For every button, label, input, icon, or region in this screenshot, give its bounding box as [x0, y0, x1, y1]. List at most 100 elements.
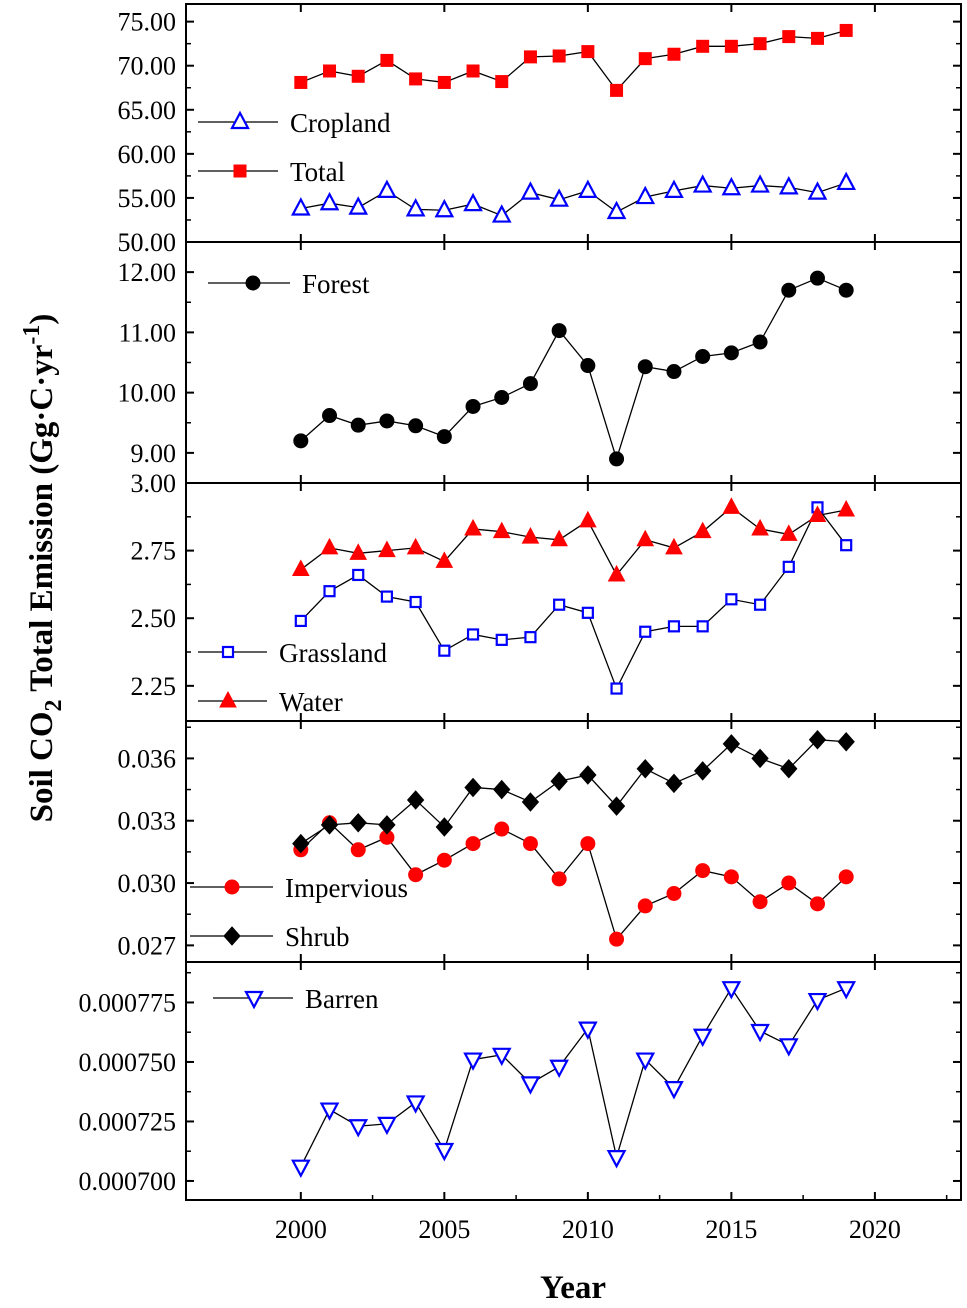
x-axis-title: Year [540, 1270, 606, 1306]
data-point-impervious [551, 871, 567, 887]
legend-marker [221, 645, 235, 659]
panel-grassland-water: 2.25 2.50 2.75 3.00 Grassland Water [131, 469, 962, 722]
data-point-total [581, 45, 595, 59]
data-point-impervious [408, 867, 424, 883]
data-point-water [349, 543, 368, 560]
data-point-cropland [491, 204, 512, 223]
y-tick-label: 55.00 [118, 184, 177, 213]
y-tick-label: 2.75 [131, 537, 177, 566]
data-point-water [291, 559, 310, 577]
legend-label: Cropland [290, 108, 391, 138]
data-point-grassland [639, 625, 652, 638]
data-point-cropland [807, 181, 828, 200]
data-point-total [409, 72, 423, 86]
series-line [300, 277, 847, 462]
y-tick-label: 50.00 [118, 228, 177, 257]
legend-label: Grassland [279, 638, 387, 668]
data-point-cropland [319, 191, 340, 211]
x-tick-label: 2000 [275, 1215, 327, 1244]
data-point-shrub [292, 833, 310, 854]
data-point-forest [322, 408, 338, 424]
data-point-shrub [693, 761, 712, 781]
data-point-water [320, 537, 339, 555]
data-point-total [839, 23, 853, 37]
data-point-shrub [349, 813, 367, 833]
series-forest [293, 270, 854, 467]
data-point-impervious [637, 898, 653, 914]
data-point-shrub [320, 815, 339, 835]
data-point-forest [666, 364, 682, 380]
data-point-barren [348, 1119, 369, 1138]
data-point-grassland [466, 628, 480, 641]
data-point-grassland [610, 682, 623, 695]
data-point-water [607, 564, 626, 582]
legend-marker [230, 110, 250, 130]
data-point-grassland [380, 590, 394, 603]
data-point-shrub [665, 773, 683, 794]
data-point-grassland [323, 585, 336, 598]
data-point-forest [408, 418, 424, 434]
data-point-water [579, 510, 597, 528]
series-cropland [290, 171, 857, 223]
legend-shrub: Shrub [190, 922, 350, 952]
data-point-impervious [781, 875, 797, 891]
data-point-total [782, 30, 796, 44]
data-point-barren [664, 1081, 684, 1100]
panel-impervious-shrub: 0.027 0.030 0.033 0.036 Impervious Shrub [118, 720, 962, 963]
panel-frame [185, 961, 962, 1201]
data-point-cropland [778, 176, 799, 195]
series-grassland [294, 501, 853, 695]
data-point-forest [551, 323, 567, 339]
data-point-water [722, 497, 741, 514]
data-point-total [610, 83, 624, 97]
x-tick-label: 2005 [418, 1215, 470, 1244]
series-barren [290, 981, 857, 1179]
data-point-grassland [553, 598, 566, 611]
data-point-grassland [581, 606, 594, 619]
data-point-forest [695, 348, 711, 364]
data-point-forest [293, 433, 309, 449]
y-tick-label: 0.027 [118, 931, 177, 960]
y-tick-label: 0.000750 [79, 1048, 177, 1077]
legend-marker [244, 990, 264, 1010]
data-point-shrub [493, 779, 511, 800]
data-point-water [665, 537, 683, 555]
data-point-shrub [722, 734, 741, 754]
data-point-total [724, 39, 738, 53]
data-point-forest [781, 282, 797, 298]
data-point-impervious [580, 836, 596, 852]
data-point-grassland [667, 620, 681, 633]
legend-cropland: Cropland [198, 108, 391, 138]
data-point-shrub [751, 748, 769, 769]
data-point-impervious [752, 894, 768, 910]
data-point-forest [838, 282, 854, 298]
legend-total: Total [198, 157, 345, 187]
data-point-total [351, 69, 365, 83]
y-axis-title-middle: Total Emission (Gg·C·yr [24, 345, 60, 700]
data-point-total [323, 64, 337, 78]
data-point-barren [377, 1116, 397, 1136]
data-point-grassland [294, 614, 307, 628]
data-point-water [435, 551, 454, 568]
data-point-forest [494, 389, 510, 405]
data-point-grassland [782, 560, 795, 573]
y-tick-label: 60.00 [118, 140, 177, 169]
data-point-water [550, 529, 568, 547]
y-tick-label: 11.00 [118, 318, 176, 347]
y-tick-label: 0.000775 [79, 988, 177, 1017]
panel-frame [185, 482, 962, 722]
data-point-forest [752, 334, 768, 350]
data-point-water [837, 499, 856, 517]
data-point-shrub [406, 790, 425, 810]
data-point-impervious [494, 821, 510, 837]
data-point-grassland [753, 598, 767, 611]
data-point-barren [549, 1059, 569, 1079]
legend-label: Water [279, 687, 343, 717]
data-point-forest [436, 429, 452, 445]
data-point-shrub [837, 732, 855, 752]
data-point-forest [522, 376, 538, 392]
series-impervious [293, 815, 854, 947]
legend-label: Total [290, 157, 345, 187]
y-tick-label: 2.25 [131, 672, 177, 701]
data-point-barren [491, 1047, 512, 1067]
